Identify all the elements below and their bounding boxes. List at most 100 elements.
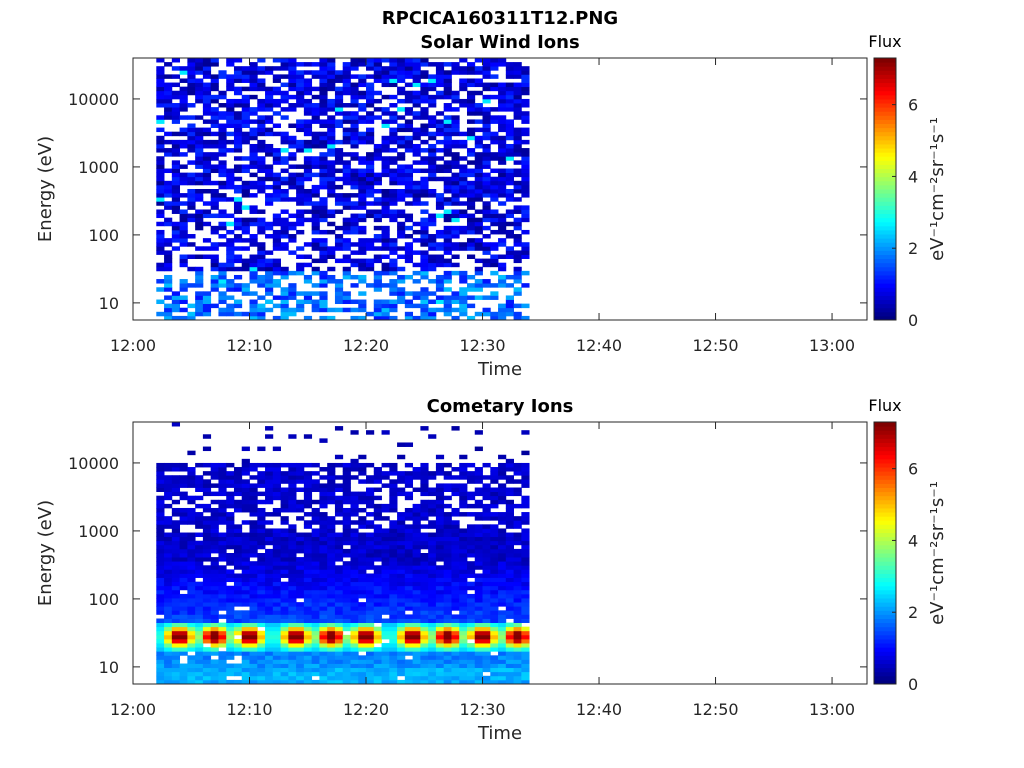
heatmap-cell xyxy=(505,143,514,149)
heatmap-cell xyxy=(490,315,499,321)
heatmap-cell xyxy=(498,679,507,685)
heatmap-cell xyxy=(420,630,429,636)
heatmap-cell xyxy=(280,131,289,137)
heatmap-cell xyxy=(451,176,460,182)
heatmap-cell xyxy=(233,532,243,538)
heatmap-cell xyxy=(389,540,398,546)
heatmap-cell xyxy=(265,573,274,578)
heatmap-cell xyxy=(187,450,196,456)
heatmap-cell xyxy=(272,103,281,108)
heatmap-cell xyxy=(373,70,382,75)
heatmap-cell xyxy=(280,516,289,521)
heatmap-cell xyxy=(513,139,522,145)
heatmap-cell xyxy=(381,475,390,480)
colorbar-segment xyxy=(874,585,896,591)
heatmap-cell xyxy=(311,62,320,67)
heatmap-cell xyxy=(265,172,274,178)
heatmap-cell xyxy=(443,675,452,681)
heatmap-cell xyxy=(513,291,522,296)
heatmap-cell xyxy=(521,119,530,124)
heatmap-cell xyxy=(451,540,460,546)
heatmap-cell xyxy=(397,626,406,632)
heatmap-cell xyxy=(241,573,250,578)
heatmap-cell xyxy=(513,536,522,542)
heatmap-cell xyxy=(389,250,398,255)
heatmap-cell xyxy=(334,123,344,128)
heatmap-cell xyxy=(334,679,344,685)
heatmap-cell xyxy=(319,438,328,443)
heatmap-cell xyxy=(272,58,281,63)
heatmap-cell xyxy=(327,557,336,562)
heatmap-cell xyxy=(288,152,297,157)
heatmap-cell xyxy=(474,606,483,611)
heatmap-cell xyxy=(366,430,375,435)
heatmap-cell xyxy=(474,643,483,648)
heatmap-cell xyxy=(342,274,351,280)
heatmap-cell xyxy=(296,573,305,578)
heatmap-cell xyxy=(412,643,421,648)
heatmap-cell xyxy=(366,86,375,92)
heatmap-cell xyxy=(179,115,188,120)
heatmap-cell xyxy=(490,581,499,587)
heatmap-cell xyxy=(428,667,437,673)
heatmap-cell xyxy=(218,234,227,239)
heatmap-cell xyxy=(179,299,188,305)
heatmap-cell xyxy=(428,675,437,681)
heatmap-cell xyxy=(435,283,445,288)
heatmap-cell xyxy=(319,512,328,517)
heatmap-cell xyxy=(498,643,507,648)
heatmap-cell xyxy=(179,548,188,554)
heatmap-cell xyxy=(459,581,468,587)
heatmap-cell xyxy=(366,495,375,501)
heatmap-cell xyxy=(210,528,219,533)
heatmap-cell xyxy=(373,217,382,223)
heatmap-cell xyxy=(327,279,336,284)
heatmap-cell xyxy=(195,512,204,517)
heatmap-cell xyxy=(443,131,452,137)
heatmap-cell xyxy=(459,164,468,169)
heatmap-cell xyxy=(187,201,196,206)
heatmap-cell xyxy=(303,544,313,550)
heatmap-cell xyxy=(443,123,452,128)
heatmap-cell xyxy=(296,585,305,591)
heatmap-cell xyxy=(218,606,227,611)
heatmap-cell xyxy=(513,184,522,190)
heatmap-cell xyxy=(265,479,274,484)
heatmap-cell xyxy=(233,647,243,652)
heatmap-cell xyxy=(288,107,297,112)
heatmap-cell xyxy=(218,70,227,75)
heatmap-cell xyxy=(164,189,173,194)
heatmap-cell xyxy=(490,548,499,554)
heatmap-cell xyxy=(459,98,468,104)
heatmap-cell xyxy=(195,307,204,313)
heatmap-cell xyxy=(451,254,460,259)
heatmap-cell xyxy=(334,86,344,92)
heatmap-cell xyxy=(334,602,344,607)
heatmap-cell xyxy=(366,262,375,268)
heatmap-cell xyxy=(389,553,398,558)
heatmap-cell xyxy=(490,634,499,640)
heatmap-cell xyxy=(466,221,476,227)
heatmap-cell xyxy=(179,540,188,546)
heatmap-cell xyxy=(459,246,468,251)
heatmap-cell xyxy=(350,94,359,100)
heatmap-cell xyxy=(241,115,250,120)
heatmap-cell xyxy=(164,585,173,591)
heatmap-cell xyxy=(164,311,173,317)
colorbar-segment xyxy=(874,283,896,288)
heatmap-cell xyxy=(505,213,514,219)
heatmap-cell xyxy=(210,585,219,591)
heatmap-cell xyxy=(179,78,188,83)
heatmap-cell xyxy=(156,156,165,161)
heatmap-cell xyxy=(373,152,382,157)
heatmap-cell xyxy=(319,557,328,562)
heatmap-cell xyxy=(459,229,468,235)
heatmap-cell xyxy=(366,127,375,133)
heatmap-cell xyxy=(474,119,483,124)
heatmap-cell xyxy=(381,679,390,685)
heatmap-cell xyxy=(226,131,235,137)
heatmap-cell xyxy=(272,303,281,309)
heatmap-cell xyxy=(381,209,390,214)
heatmap-cell xyxy=(389,62,398,67)
